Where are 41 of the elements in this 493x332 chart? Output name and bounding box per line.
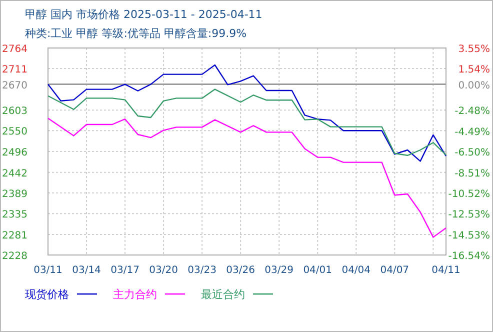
x-tick-label: 03/26 bbox=[226, 265, 255, 276]
legend-label: 最近合约 bbox=[201, 288, 245, 301]
y-tick-label: 2442 bbox=[2, 168, 28, 180]
x-tick-label: 03/11 bbox=[34, 265, 62, 276]
x-tick-label: 03/20 bbox=[149, 265, 178, 276]
x-tick-label: 03/14 bbox=[72, 265, 101, 276]
y-tick-label: 2550 bbox=[2, 126, 28, 138]
y2-tick-label: 1.54% bbox=[458, 64, 490, 76]
y2-tick-label: -8.51% bbox=[454, 168, 490, 180]
y2-tick-label: -6.50% bbox=[454, 148, 490, 159]
x-tick-label: 03/17 bbox=[110, 265, 140, 276]
y2-tick-label: -4.49% bbox=[454, 126, 490, 138]
y-tick-label: 2711 bbox=[2, 64, 28, 76]
x-tick-label: 04/11 bbox=[432, 265, 460, 276]
y2-tick-label: 3.55% bbox=[458, 44, 490, 55]
y2-tick-label: -16.54% bbox=[448, 251, 490, 262]
y-tick-label: 2281 bbox=[2, 230, 28, 242]
y2-tick-label: -12.53% bbox=[448, 210, 490, 221]
x-tick-label: 03/23 bbox=[188, 265, 216, 276]
legend-label: 现货价格 bbox=[25, 288, 69, 301]
x-tick-label: 04/07 bbox=[380, 265, 410, 276]
y2-tick-label: -14.53% bbox=[448, 230, 490, 242]
x-tick-label: 03/29 bbox=[264, 265, 294, 276]
y-tick-label: 2603 bbox=[2, 106, 28, 118]
y-tick-label: 2389 bbox=[2, 188, 28, 200]
y2-tick-label: 0.00% bbox=[458, 80, 490, 92]
chart-subtitle: 种类:工业 甲醇 等级:优等品 甲醇含量:99.9% bbox=[25, 27, 247, 40]
x-tick-label: 04/01 bbox=[303, 265, 332, 276]
chart-title: 甲醇 国内 市场价格 2025-03-11 - 2025-04-11 bbox=[25, 8, 262, 21]
x-tick-label: 04/04 bbox=[342, 265, 371, 276]
line-series bbox=[47, 118, 447, 238]
line-series bbox=[47, 88, 447, 156]
y-tick-label: 2670 bbox=[2, 80, 28, 92]
legend-label: 主力合约 bbox=[113, 288, 157, 301]
y-tick-label: 2496 bbox=[2, 148, 28, 158]
y-tick-label: 2228 bbox=[2, 251, 28, 262]
y2-tick-label: -2.48% bbox=[454, 106, 490, 118]
y-tick-label: 2335 bbox=[2, 210, 28, 221]
line-series bbox=[47, 64, 447, 162]
y2-tick-label: -10.52% bbox=[448, 188, 490, 200]
y-tick-label: 2764 bbox=[2, 44, 28, 55]
